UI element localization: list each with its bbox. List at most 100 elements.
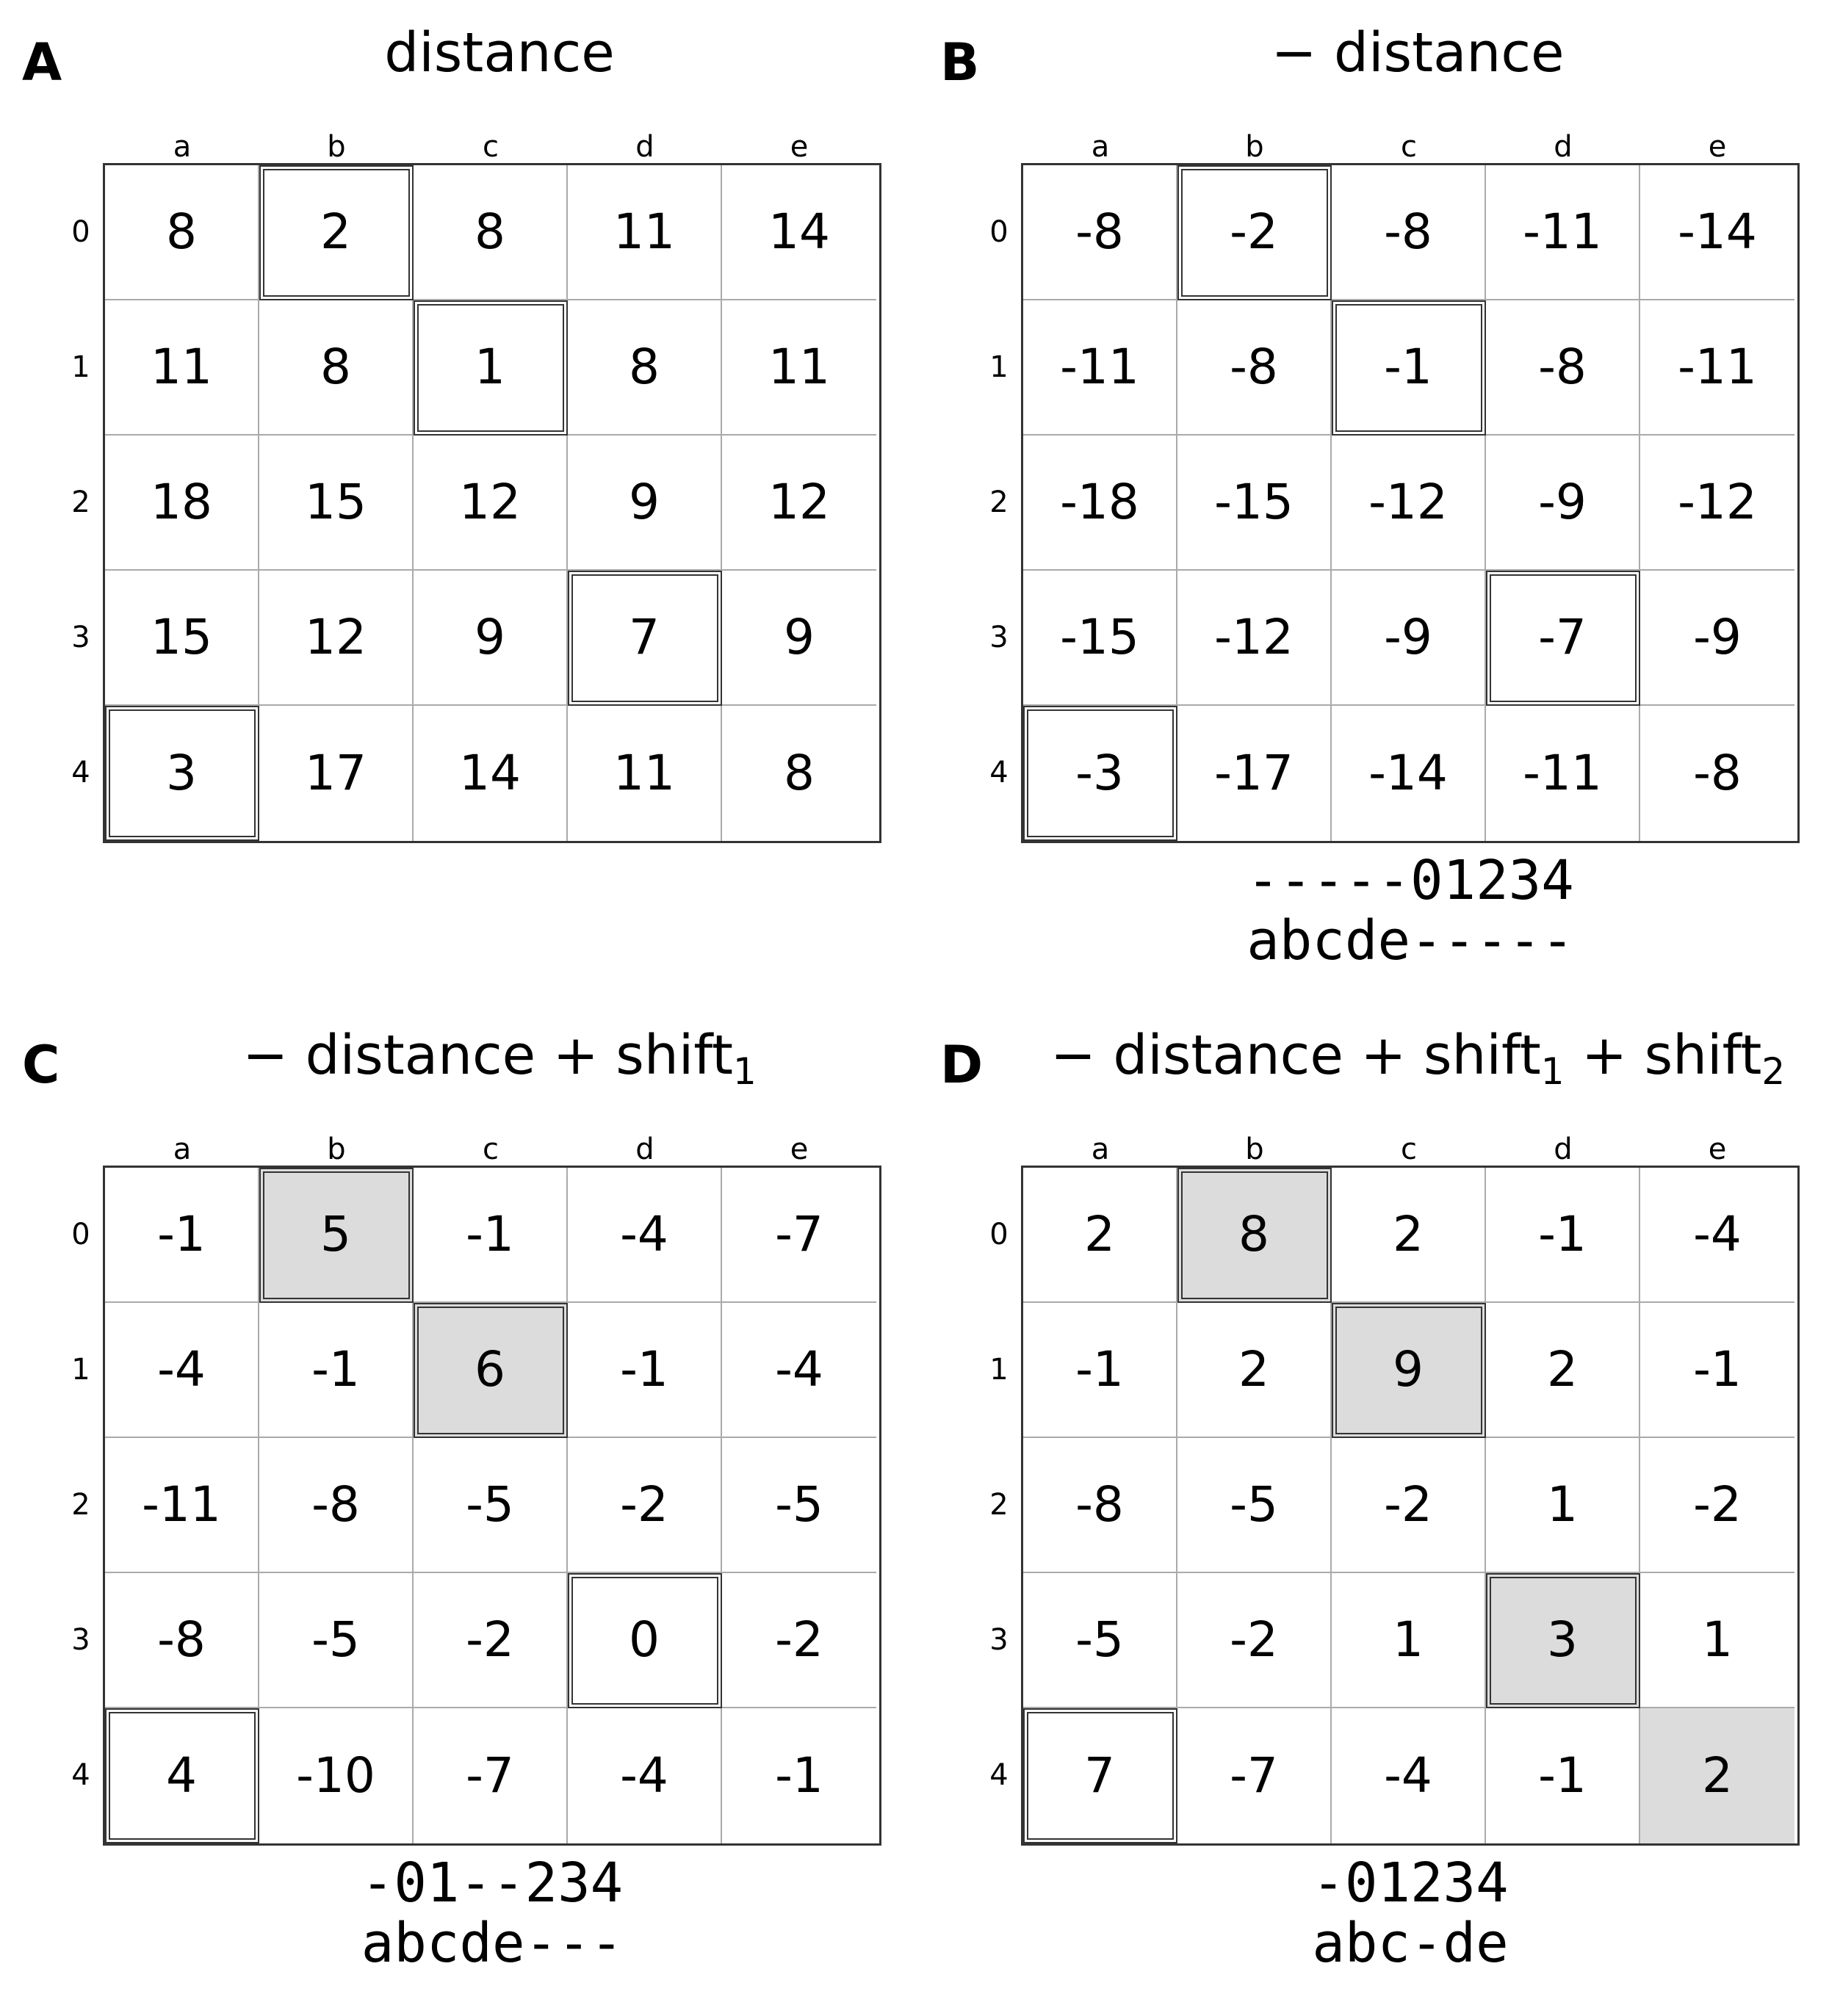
- panel-title: − distance + shift1: [242, 1024, 757, 1093]
- matrix-cell: -11: [105, 1438, 259, 1573]
- title-subscript: 2: [1761, 1050, 1786, 1093]
- matrix-cell: -9: [1640, 571, 1794, 706]
- panel-letter: D: [940, 1035, 984, 1095]
- matrix-cell: 4: [105, 1708, 259, 1843]
- row-label-0: 0: [989, 1218, 1009, 1251]
- matrix-cell: -1: [1640, 1303, 1794, 1438]
- panel-title: distance: [384, 21, 615, 84]
- matrix-cell: -9: [1332, 571, 1486, 706]
- score-matrix: 8 2 8 11 14 11 8 1 8 11 18 15 12 9 12 15 12 9 7 9 3 17 14 11 8: [103, 163, 881, 843]
- matrix-cell: 12: [414, 436, 568, 571]
- column-label-a: a: [1091, 130, 1110, 164]
- matrix-cell: 12: [722, 436, 876, 571]
- matrix-cell: -8: [259, 1438, 414, 1573]
- matrix-cell: -11: [1640, 300, 1794, 436]
- matrix-cell: 2: [1486, 1303, 1640, 1438]
- column-label-c: c: [1401, 1132, 1417, 1166]
- matrix-cell: -1: [259, 1303, 414, 1438]
- matrix-cell: -1: [775, 1747, 823, 1804]
- matrix-cell: -4: [105, 1303, 259, 1438]
- row-label-4: 4: [71, 756, 90, 790]
- panel-letter: C: [22, 1035, 60, 1095]
- alignment-line-1: -01234: [1312, 1851, 1509, 1915]
- alignment-line-1: -----01234: [1247, 849, 1574, 912]
- matrix-cell: -5: [1023, 1573, 1177, 1708]
- column-label-a: a: [173, 1132, 192, 1166]
- matrix-cell: -3: [1023, 706, 1177, 841]
- row-label-3: 3: [71, 1623, 90, 1657]
- matrix-cell: -2: [1177, 165, 1332, 300]
- row-label-3: 3: [989, 1623, 1009, 1657]
- matrix-cell: 9: [568, 436, 722, 571]
- matrix-cell: -2: [722, 1573, 876, 1708]
- column-label-d: d: [635, 130, 654, 164]
- matrix-cell: 7: [1023, 1708, 1177, 1843]
- matrix-cell: -5: [722, 1438, 876, 1573]
- row-label-4: 4: [989, 756, 1009, 790]
- panel-c: C − distance + shift1 a b c d e 0 1 2 3 4 -1 5 -1 -4 -7-…: [22, 1024, 926, 2016]
- matrix-cell: 1: [1640, 1573, 1794, 1708]
- matrix-cell-shaded: 3: [1486, 1573, 1640, 1708]
- matrix-cell: 11: [568, 706, 722, 841]
- score-matrix: 2 8 2 -1 -4 -1 2 9 2 -1 -8 -5 -2 1 -2 -5 -2 1 3 1 7 -7 -4 -1 2: [1021, 1166, 1800, 1846]
- matrix-cell: -14: [1332, 706, 1486, 841]
- matrix-cell: 9: [722, 571, 876, 706]
- row-label-3: 3: [989, 621, 1009, 654]
- matrix-cell: -1: [1023, 1303, 1177, 1438]
- matrix-cell: -2: [1332, 1438, 1486, 1573]
- matrix-cell: -8: [1332, 165, 1486, 300]
- matrix-cell: -1: [414, 1168, 568, 1303]
- row-label-2: 2: [71, 485, 90, 519]
- matrix-cell: 8: [784, 745, 815, 801]
- panel-b: B − distance a b c d e 0 1 2 3 4 -8 -2 -8 -11 -14 -11 -8 -1…: [940, 21, 1829, 1014]
- panel-d: D − distance + shift1 + shift2 a b c d e 0 1 2 3 4 2…: [940, 1024, 1829, 2016]
- matrix-cell: 15: [259, 436, 414, 571]
- matrix-cell: -17: [1177, 706, 1332, 841]
- title-subscript: 1: [1540, 1050, 1565, 1093]
- matrix-cell: -12: [1332, 436, 1486, 571]
- column-label-b: b: [327, 130, 346, 164]
- matrix-cell: 17: [259, 706, 414, 841]
- score-matrix: -1 5 -1 -4 -7 -4 -1 6 -1 -4 -11 -8 -5 -2 -5 -8 -5 -2 0 -2 4-…: [103, 1166, 881, 1846]
- matrix-cell: -1: [105, 1168, 259, 1303]
- matrix-cell: 1: [414, 300, 568, 436]
- matrix-cell: -8: [1693, 745, 1742, 801]
- row-label-0: 0: [989, 215, 1009, 249]
- matrix-cell: -1: [1486, 1708, 1640, 1843]
- matrix-cell: 1: [1486, 1438, 1640, 1573]
- column-label-b: b: [327, 1132, 346, 1166]
- row-label-1: 1: [989, 350, 1009, 384]
- column-label-c: c: [483, 1132, 499, 1166]
- row-label-0: 0: [71, 215, 90, 249]
- column-label-e: e: [790, 1132, 809, 1166]
- column-label-a: a: [1091, 1132, 1110, 1166]
- panel-title: − distance: [1271, 21, 1565, 84]
- matrix-cell: -1: [1486, 1168, 1640, 1303]
- matrix-cell: -4: [1332, 1708, 1486, 1843]
- matrix-cell: -12: [1177, 571, 1332, 706]
- column-label-c: c: [483, 130, 499, 164]
- matrix-cell: -11: [1486, 165, 1640, 300]
- column-label-e: e: [1708, 130, 1727, 164]
- matrix-cell: -7: [414, 1708, 568, 1843]
- matrix-cell-shaded: 6: [414, 1303, 568, 1438]
- matrix-cell: 2: [1023, 1168, 1177, 1303]
- matrix-cell: 8: [568, 300, 722, 436]
- column-label-e: e: [790, 130, 809, 164]
- matrix-cell: 9: [414, 571, 568, 706]
- matrix-cell: 14: [414, 706, 568, 841]
- matrix-cell: 2: [259, 165, 414, 300]
- alignment-line-1: -01--234: [361, 1851, 624, 1915]
- matrix-cell: -7: [1486, 571, 1640, 706]
- column-label-a: a: [173, 130, 192, 164]
- matrix-cell: 11: [722, 300, 876, 436]
- matrix-cell: -1: [1332, 300, 1486, 436]
- matrix-cell: -15: [1023, 571, 1177, 706]
- matrix-cell: 1: [1332, 1573, 1486, 1708]
- matrix-cell: -5: [259, 1573, 414, 1708]
- matrix-cell: 11: [105, 300, 259, 436]
- matrix-cell: -2: [1640, 1438, 1794, 1573]
- matrix-cell: -8: [1177, 300, 1332, 436]
- matrix-cell: -8: [1486, 300, 1640, 436]
